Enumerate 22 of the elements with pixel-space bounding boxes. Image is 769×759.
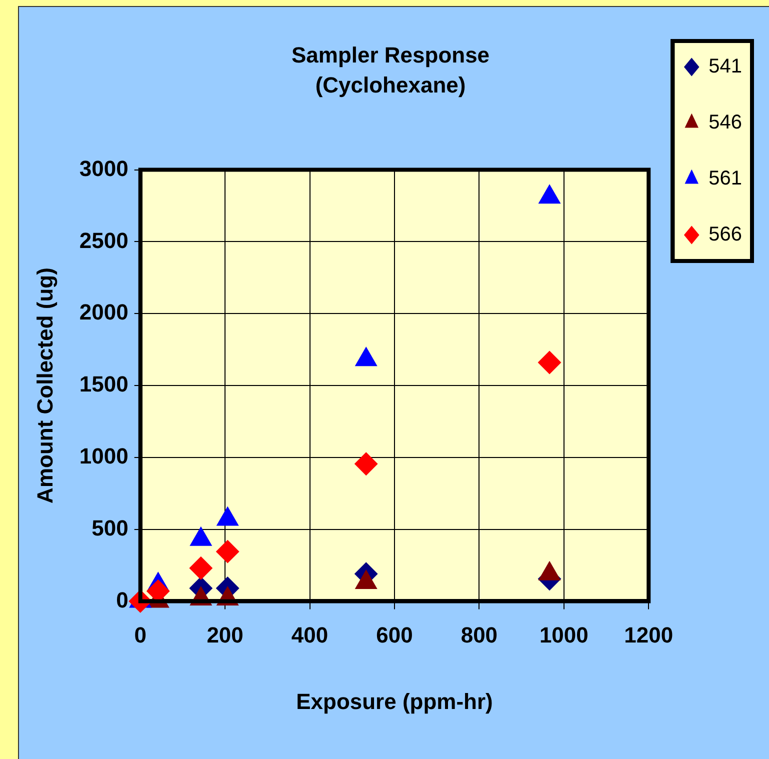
chart-title: Sampler Response xyxy=(291,42,490,68)
x-tick-label: 1000 xyxy=(539,622,588,648)
y-tick-label: 0 xyxy=(116,587,128,612)
chart-subtitle: (Cyclohexane) xyxy=(315,72,466,98)
x-tick-label: 200 xyxy=(206,622,244,648)
y-tick-label: 1000 xyxy=(79,443,128,468)
y-tick-label: 2500 xyxy=(79,228,128,253)
y-tick-label: 2000 xyxy=(79,300,128,325)
y-tick-label: 500 xyxy=(92,515,128,540)
x-axis-title: Exposure (ppm-hr) xyxy=(296,688,493,714)
legend-label: 561 xyxy=(708,168,742,190)
x-tick-label: 400 xyxy=(291,622,328,648)
y-tick-label: 1500 xyxy=(79,372,128,397)
legend-label: 546 xyxy=(708,112,742,134)
legend-label: 541 xyxy=(708,56,742,78)
x-tick-label: 800 xyxy=(460,622,498,648)
legend-label: 566 xyxy=(708,224,742,246)
x-tick-label: 600 xyxy=(376,622,413,648)
y-axis-title: Amount Collected (ug) xyxy=(32,268,58,504)
y-tick-label: 3000 xyxy=(79,156,128,181)
x-tick-label: 0 xyxy=(134,622,146,648)
x-tick-label: 1200 xyxy=(624,622,674,648)
